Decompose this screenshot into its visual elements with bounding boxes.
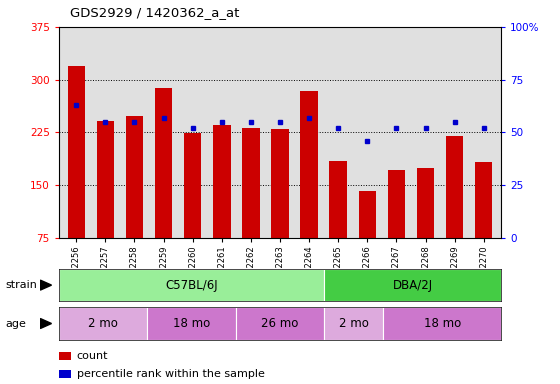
Bar [383, 307, 501, 340]
Text: DBA/2J: DBA/2J [393, 279, 433, 291]
Bar [68, 66, 85, 291]
Bar [329, 161, 347, 291]
Bar [59, 352, 71, 360]
Bar [236, 307, 324, 340]
Bar [417, 168, 434, 291]
Bar [213, 125, 231, 291]
Bar [324, 307, 383, 340]
Bar [59, 269, 324, 301]
Bar [324, 269, 501, 301]
Bar [184, 133, 202, 291]
Bar [59, 370, 71, 378]
Bar [446, 136, 463, 291]
Text: 26 mo: 26 mo [262, 317, 298, 330]
Text: 18 mo: 18 mo [423, 317, 461, 330]
Bar [388, 170, 405, 291]
Bar [155, 88, 172, 291]
Text: C57BL/6J: C57BL/6J [165, 279, 218, 291]
Text: GDS2929 / 1420362_a_at: GDS2929 / 1420362_a_at [70, 6, 239, 19]
Text: strain: strain [6, 280, 38, 290]
Text: 2 mo: 2 mo [88, 317, 118, 330]
Text: 2 mo: 2 mo [339, 317, 368, 330]
Bar [97, 121, 114, 291]
Bar [475, 162, 492, 291]
Text: percentile rank within the sample: percentile rank within the sample [77, 369, 264, 379]
Text: 18 mo: 18 mo [173, 317, 210, 330]
Bar [242, 127, 260, 291]
Bar [126, 116, 143, 291]
Bar [358, 191, 376, 291]
Bar [59, 307, 147, 340]
Bar [271, 129, 289, 291]
Text: age: age [6, 318, 26, 329]
Polygon shape [40, 319, 52, 329]
Bar [300, 91, 318, 291]
Bar [147, 307, 236, 340]
Polygon shape [40, 280, 52, 290]
Text: count: count [77, 351, 108, 361]
